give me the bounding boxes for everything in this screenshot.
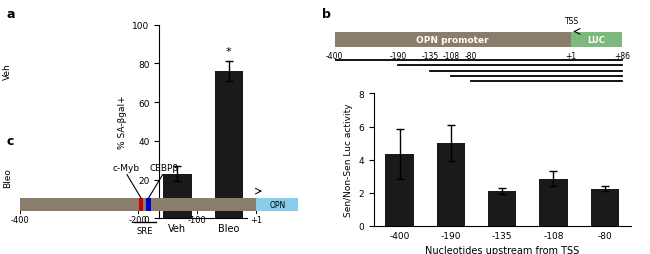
- Bar: [138, 198, 143, 212]
- Text: b: b: [322, 8, 331, 21]
- Bar: [385, 154, 413, 226]
- Bar: [335, 33, 571, 47]
- Text: -200: -200: [129, 215, 148, 224]
- Y-axis label: % SA-βgal+: % SA-βgal+: [118, 95, 127, 149]
- Bar: [488, 192, 516, 226]
- Bar: [571, 33, 622, 47]
- Bar: [591, 189, 619, 226]
- Text: LUC: LUC: [587, 36, 605, 45]
- Bar: [163, 174, 192, 218]
- Text: *: *: [226, 47, 231, 57]
- Text: -100: -100: [188, 215, 207, 224]
- Text: a: a: [6, 8, 15, 21]
- Text: SRE: SRE: [136, 226, 153, 235]
- Text: CEBPβ: CEBPβ: [150, 163, 179, 172]
- Text: Veh: Veh: [3, 63, 12, 80]
- Text: OPN promoter: OPN promoter: [416, 36, 489, 45]
- Bar: [214, 72, 243, 218]
- X-axis label: Nucleotides upstream from TSS: Nucleotides upstream from TSS: [425, 245, 579, 254]
- Text: c-Myb: c-Myb: [112, 163, 139, 172]
- Bar: [437, 144, 465, 226]
- Text: TSS: TSS: [565, 17, 579, 26]
- Text: -108: -108: [443, 52, 460, 61]
- Text: -400: -400: [10, 215, 29, 224]
- Text: -400: -400: [326, 52, 343, 61]
- Y-axis label: Sen/Non-Sen Luc activity: Sen/Non-Sen Luc activity: [344, 103, 353, 217]
- Text: +1: +1: [250, 215, 263, 224]
- Bar: [146, 198, 151, 212]
- Text: -80: -80: [465, 52, 477, 61]
- Text: Bleo: Bleo: [3, 168, 12, 188]
- Bar: [20, 198, 257, 212]
- Bar: [257, 198, 298, 212]
- Text: -135: -135: [421, 52, 439, 61]
- Text: OPN: OPN: [269, 200, 285, 209]
- Text: +86: +86: [614, 52, 630, 61]
- Text: -190: -190: [389, 52, 407, 61]
- Bar: [540, 179, 567, 226]
- Text: +1: +1: [565, 52, 576, 61]
- Text: c: c: [6, 135, 14, 148]
